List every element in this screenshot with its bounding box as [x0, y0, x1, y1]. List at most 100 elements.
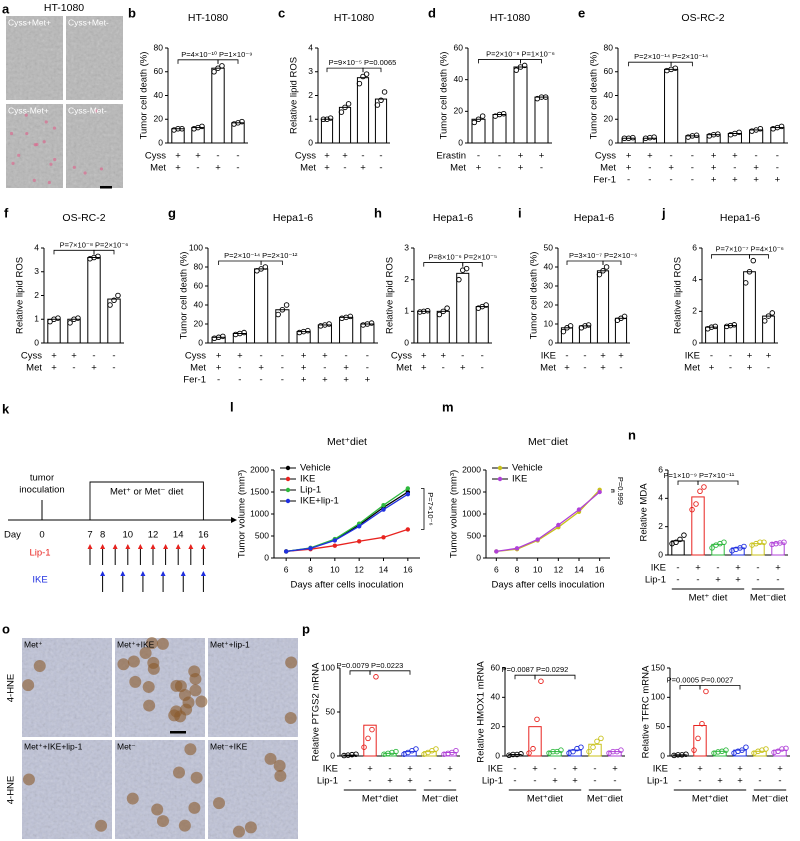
row-label: Fer-1	[183, 375, 206, 386]
data-point	[671, 752, 677, 759]
significance-bracket	[711, 254, 750, 259]
data-point	[483, 302, 489, 308]
p-value: P=9×10⁻⁵	[329, 58, 362, 67]
row-sign: +	[421, 351, 427, 362]
row-sign: -	[323, 363, 326, 374]
bar	[743, 271, 756, 344]
y-tick-label: 2	[308, 90, 313, 100]
row-sign: +	[695, 563, 701, 574]
series-line	[286, 493, 409, 553]
bar	[275, 309, 290, 344]
data-point	[679, 752, 685, 758]
row-sign: -	[767, 363, 770, 374]
data-point	[673, 539, 679, 546]
row-sign: -	[196, 163, 199, 174]
significance-bracket	[566, 260, 604, 265]
legend-marker	[285, 487, 291, 493]
row-sign: -	[368, 776, 371, 787]
x-tick-label: 16	[595, 564, 605, 574]
ihc-image-spot	[184, 743, 197, 756]
row-sign: -	[112, 351, 115, 362]
data-point	[326, 321, 332, 327]
panel-title: Met⁻diet	[528, 436, 568, 448]
micrograph-spot	[25, 131, 29, 136]
row-sign: -	[513, 764, 516, 775]
micrograph-spot	[11, 161, 15, 165]
group-label: Met⁺diet	[362, 794, 399, 805]
ihc-image-spot	[168, 709, 181, 722]
y-tick-label: 3	[404, 242, 409, 252]
row-sign: +	[322, 351, 328, 362]
y-axis-label: Relative TFRC mRNA	[641, 665, 652, 758]
y-axis-label: Tumor cell death (%)	[589, 52, 600, 140]
data-point	[361, 744, 367, 750]
micrograph-spot	[24, 113, 28, 117]
ihc-image-spot	[273, 759, 286, 772]
p-value: P=4×10⁻⁶	[751, 245, 784, 254]
row-sign: +	[626, 163, 632, 174]
data-point	[500, 110, 507, 117]
data-point	[175, 125, 181, 132]
data-point	[761, 318, 768, 324]
y-tick-label: 50	[544, 242, 554, 252]
y-tick-label: 3	[308, 66, 313, 76]
data-point	[55, 315, 61, 321]
row-sign: +	[476, 163, 482, 174]
series-marker	[405, 492, 411, 497]
panel-letter: n	[628, 427, 636, 442]
row-sign: +	[301, 351, 307, 362]
micrograph-spot	[52, 126, 57, 130]
bar	[232, 333, 247, 344]
y-tick-label: 40	[454, 74, 464, 84]
image-label: Met⁻	[117, 741, 136, 751]
data-point	[695, 735, 701, 742]
ihc-image-spot	[213, 797, 226, 810]
micrograph-spot	[35, 142, 39, 147]
data-point	[526, 750, 532, 756]
row-sign: +	[367, 764, 373, 775]
row-sign: -	[678, 764, 681, 775]
row-sign: +	[460, 363, 466, 374]
row-label: Cyss	[145, 151, 166, 162]
data-point	[651, 134, 657, 140]
bar	[191, 127, 205, 144]
data-point	[353, 751, 359, 757]
row-sign: -	[583, 363, 586, 374]
ihc-image-spot	[232, 825, 245, 838]
y-tick-label: 2	[692, 306, 697, 316]
diet-bracket	[89, 481, 204, 520]
row-sign: -	[260, 351, 263, 362]
data-point	[697, 488, 703, 495]
y-axis-label: Relative lipid ROS	[289, 57, 300, 134]
significance-bracket	[611, 489, 615, 493]
significance-bracket	[349, 670, 371, 675]
bar	[724, 325, 737, 344]
data-point	[510, 751, 516, 758]
data-point	[453, 747, 459, 754]
data-point	[781, 539, 787, 546]
data-point	[521, 62, 528, 69]
panel-letter: p	[302, 621, 310, 636]
row-sign: +	[709, 363, 715, 374]
y-tick-label: 0	[608, 137, 613, 147]
bar	[374, 98, 388, 144]
row-sign: +	[91, 363, 97, 374]
y-tick-label: 3	[34, 266, 39, 276]
data-point	[115, 292, 121, 299]
data-point	[746, 269, 753, 275]
legend-marker	[497, 476, 503, 482]
row-sign: -	[778, 776, 781, 787]
bar	[456, 272, 470, 344]
image-label: Met⁺	[24, 639, 43, 649]
row-sign: -	[613, 776, 616, 787]
row-sign: -	[710, 351, 713, 362]
data-point	[440, 308, 447, 315]
y-tick-label: 40	[544, 261, 554, 271]
data-point	[444, 305, 450, 311]
row-sign: +	[518, 163, 524, 174]
x-tick-label: 12	[554, 564, 564, 574]
legend-label: Lip-1	[300, 485, 321, 496]
legend-label: IKE	[300, 474, 315, 485]
micrograph-spot	[9, 131, 14, 136]
